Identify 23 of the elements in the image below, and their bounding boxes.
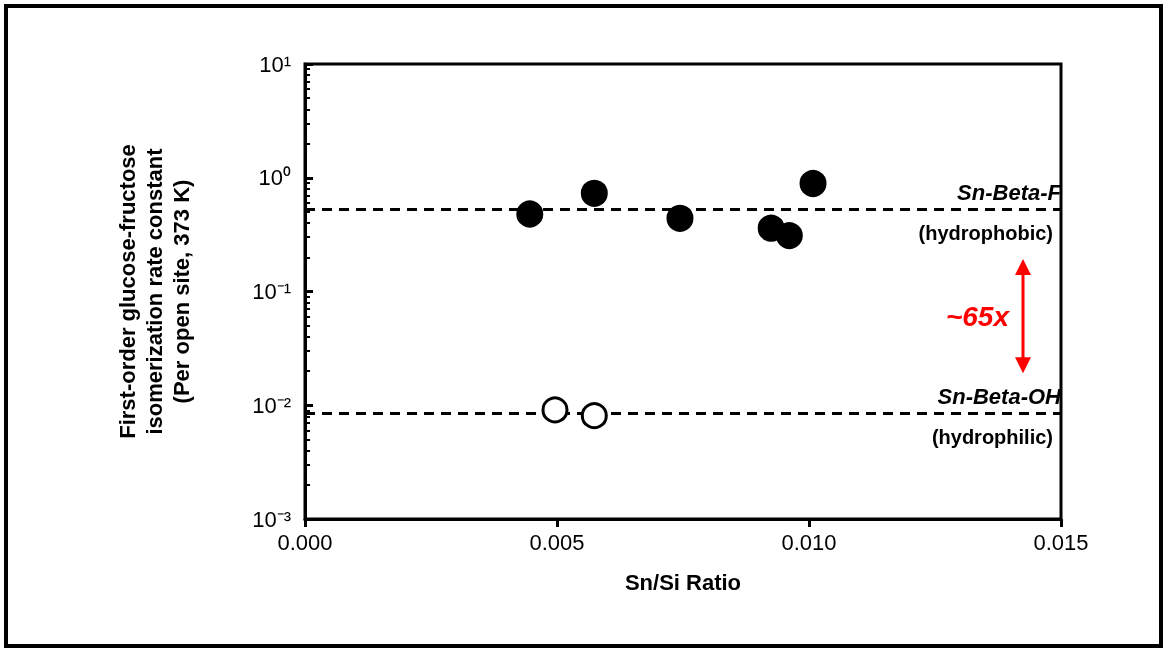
x-tick-label: 0.015 bbox=[1033, 529, 1089, 555]
point bbox=[580, 179, 608, 207]
x-tick-label: 0.010 bbox=[781, 529, 837, 555]
y-axis-title: First-order glucose-fructose isomerization rate constant (Per open site, 373 K) bbox=[115, 144, 194, 439]
point bbox=[516, 200, 544, 228]
y-tick-label: 10⁻¹ bbox=[252, 279, 291, 304]
point bbox=[775, 222, 803, 250]
x-tick-label: 0.000 bbox=[277, 529, 333, 555]
x-axis-title: Sn/Si Ratio bbox=[624, 570, 742, 595]
y-tick-label: 10⁻² bbox=[252, 392, 291, 418]
y-tick-label: 10¹ bbox=[259, 51, 291, 77]
point bbox=[666, 204, 694, 232]
point bbox=[799, 170, 827, 197]
y-tick-label: 10⁻³ bbox=[252, 506, 291, 532]
annotation: (hydrophilic) bbox=[931, 426, 1053, 449]
x-tick-label: 0.005 bbox=[529, 529, 585, 555]
ref-line-label: Sn-Beta-F bbox=[957, 179, 1062, 205]
y-tick-label: 10⁰ bbox=[258, 165, 291, 191]
point bbox=[580, 402, 608, 430]
annotation: (hydrophobic) bbox=[918, 222, 1053, 245]
ref-line-label: Sn-Beta-OH bbox=[937, 383, 1063, 409]
annotation: ~65x bbox=[945, 300, 1011, 332]
point bbox=[541, 396, 569, 424]
